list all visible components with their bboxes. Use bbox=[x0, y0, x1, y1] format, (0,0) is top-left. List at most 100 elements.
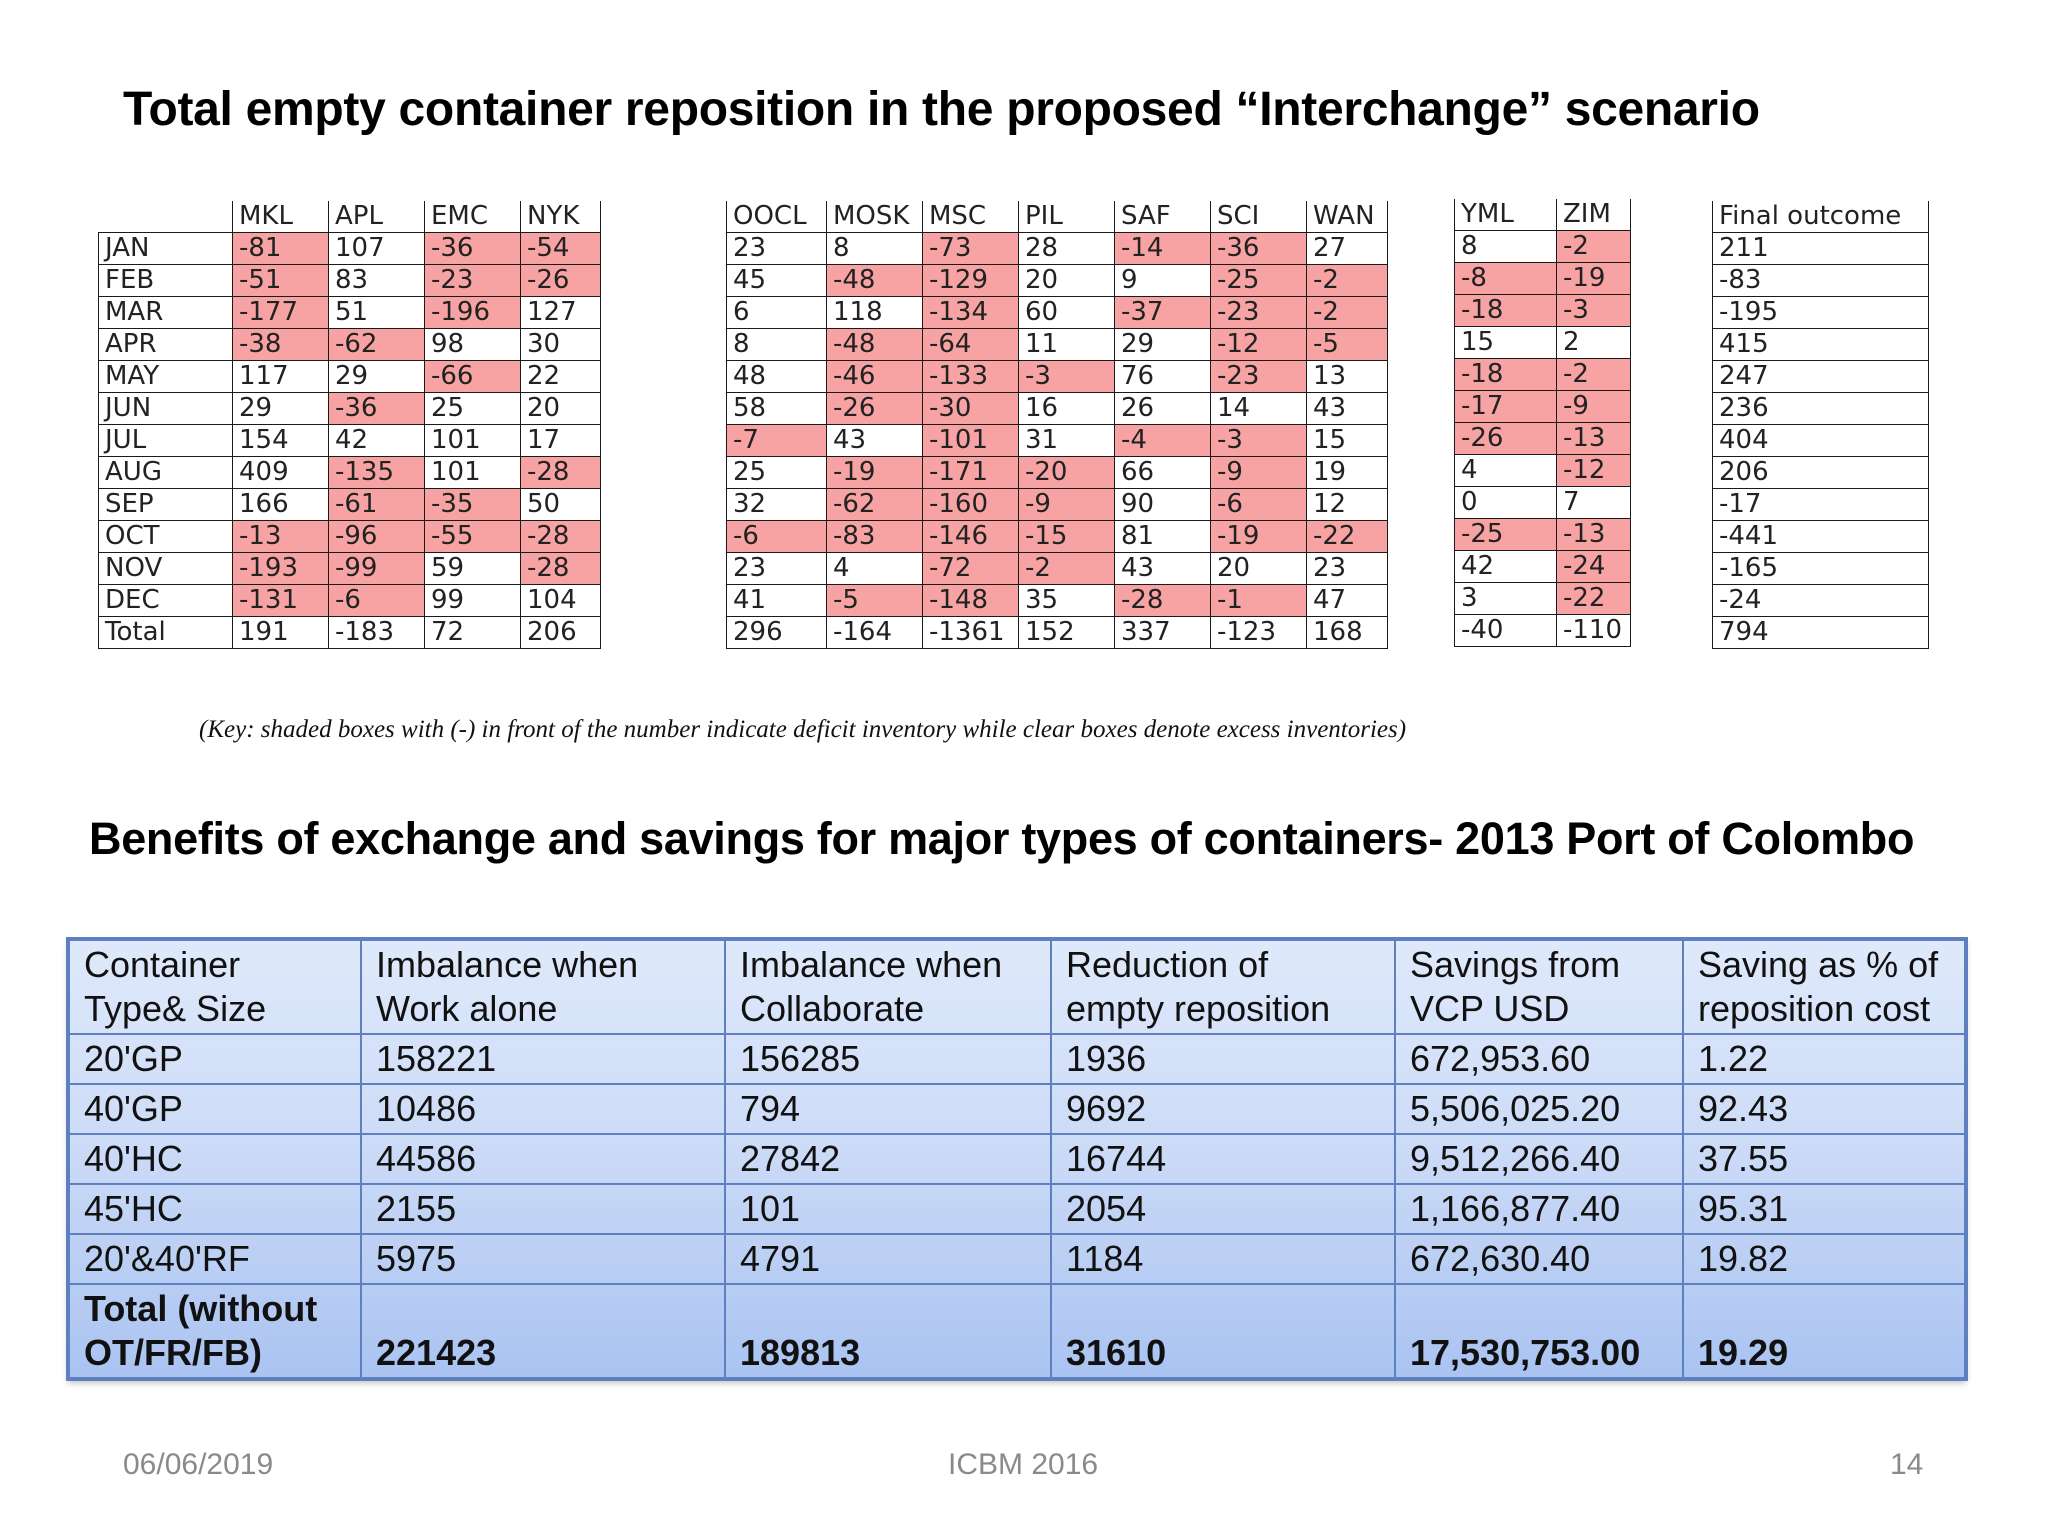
table-row: 211 bbox=[1712, 232, 1929, 265]
table-row: 3 -22 bbox=[1454, 582, 1631, 615]
value-cell: 76 bbox=[1114, 360, 1211, 393]
value-cell: -123 bbox=[1210, 616, 1307, 649]
value-cell: 206 bbox=[1712, 456, 1929, 489]
value-cell: 23 bbox=[1306, 552, 1388, 585]
spacer bbox=[601, 329, 608, 361]
column-header: PIL bbox=[1018, 201, 1115, 233]
table-row: APR -38 -62 98 30 bbox=[98, 328, 608, 361]
value-cell: -1 bbox=[1210, 584, 1307, 617]
value-cell: 29 bbox=[232, 392, 329, 425]
table-row: 247 bbox=[1712, 360, 1929, 393]
column-header: NYK bbox=[520, 201, 601, 233]
table-row: MAR -177 51 -196 127 bbox=[98, 296, 608, 329]
value-cell: -9 bbox=[1210, 456, 1307, 489]
spacer bbox=[601, 521, 608, 553]
value-cell: 90 bbox=[1114, 488, 1211, 521]
month-label: Total bbox=[98, 616, 233, 649]
value-cell: 45 bbox=[726, 264, 827, 297]
value-cell: -12 bbox=[1556, 454, 1631, 487]
value-cell: -6 bbox=[328, 584, 425, 617]
value-cell: 101 bbox=[424, 424, 521, 457]
footer-date: 06/06/2019 bbox=[123, 1448, 274, 1481]
table-row: -18 -2 bbox=[1454, 358, 1631, 391]
table-row: 8 -48 -64 11 29 -12 -5 bbox=[726, 328, 1388, 361]
value-cell: 28 bbox=[1018, 232, 1115, 265]
total-value: 189813 bbox=[724, 1283, 1052, 1379]
value-cell: -40 bbox=[1454, 614, 1557, 647]
value-cell: -160 bbox=[922, 488, 1019, 521]
value-cell: 19 bbox=[1306, 456, 1388, 489]
value-cell: 32 bbox=[726, 488, 827, 521]
container-type: 40'HC bbox=[68, 1133, 362, 1185]
benefits-value: 794 bbox=[724, 1083, 1052, 1135]
benefits-value: 4791 bbox=[724, 1233, 1052, 1285]
value-cell: -36 bbox=[1210, 232, 1307, 265]
table-row: SEP 166 -61 -35 50 bbox=[98, 488, 608, 521]
header-line: Type& Size bbox=[84, 988, 267, 1029]
table-row: -165 bbox=[1712, 552, 1929, 585]
table-row: DEC -131 -6 99 104 bbox=[98, 584, 608, 617]
value-cell: -19 bbox=[1210, 520, 1307, 553]
value-cell: 0 bbox=[1454, 486, 1557, 519]
value-cell: 59 bbox=[424, 552, 521, 585]
value-cell: 11 bbox=[1018, 328, 1115, 361]
value-cell: -13 bbox=[1556, 422, 1631, 455]
container-type: 45'HC bbox=[68, 1183, 362, 1235]
value-cell: -46 bbox=[826, 360, 923, 393]
value-cell: 15 bbox=[1306, 424, 1388, 457]
header-line: reposition cost bbox=[1698, 988, 1931, 1029]
value-cell: -4 bbox=[1114, 424, 1211, 457]
value-cell: -38 bbox=[232, 328, 329, 361]
table-row: OCT -13 -96 -55 -28 bbox=[98, 520, 608, 553]
value-cell: -8 bbox=[1454, 262, 1557, 295]
header-line: Imbalance when bbox=[376, 944, 639, 985]
table-row: -441 bbox=[1712, 520, 1929, 553]
value-cell: 118 bbox=[826, 296, 923, 329]
month-label: MAR bbox=[98, 296, 233, 329]
spacer bbox=[601, 233, 608, 265]
value-cell: -28 bbox=[520, 552, 601, 585]
value-cell: 236 bbox=[1712, 392, 1929, 425]
table-row: -7 43 -101 31 -4 -3 15 bbox=[726, 424, 1388, 457]
column-header: SAF bbox=[1114, 201, 1211, 233]
benefits-value: 2155 bbox=[360, 1183, 726, 1235]
table-row: 236 bbox=[1712, 392, 1929, 425]
value-cell: -48 bbox=[826, 328, 923, 361]
value-cell: 337 bbox=[1114, 616, 1211, 649]
spacer bbox=[601, 201, 608, 233]
value-cell: -48 bbox=[826, 264, 923, 297]
header-line: Imbalance when bbox=[740, 944, 1003, 985]
value-cell: 25 bbox=[424, 392, 521, 425]
value-cell: 29 bbox=[328, 360, 425, 393]
value-cell: -17 bbox=[1454, 390, 1557, 423]
benefits-value: 95.31 bbox=[1682, 1183, 1966, 1235]
month-label: OCT bbox=[98, 520, 233, 553]
table-row: 8 -2 bbox=[1454, 230, 1631, 263]
header-line: Work alone bbox=[376, 988, 558, 1029]
value-cell: 127 bbox=[520, 296, 601, 329]
value-cell: 47 bbox=[1306, 584, 1388, 617]
value-cell: -19 bbox=[1556, 262, 1631, 295]
benefits-value: 1.22 bbox=[1682, 1033, 1966, 1085]
value-cell: -35 bbox=[424, 488, 521, 521]
value-cell: 104 bbox=[520, 584, 601, 617]
value-cell: -54 bbox=[520, 232, 601, 265]
table-row: 42 -24 bbox=[1454, 550, 1631, 583]
benefits-value: 1936 bbox=[1050, 1033, 1396, 1085]
value-cell: 4 bbox=[826, 552, 923, 585]
value-cell: 14 bbox=[1210, 392, 1307, 425]
header-line: Reduction of bbox=[1066, 944, 1269, 985]
header-line: empty reposition bbox=[1066, 988, 1331, 1029]
value-cell: 20 bbox=[1210, 552, 1307, 585]
value-cell: 206 bbox=[520, 616, 601, 649]
table-row: 25 -19 -171 -20 66 -9 19 bbox=[726, 456, 1388, 489]
value-cell: 7 bbox=[1556, 486, 1631, 519]
value-cell: -28 bbox=[1114, 584, 1211, 617]
value-cell: -9 bbox=[1556, 390, 1631, 423]
value-cell: -129 bbox=[922, 264, 1019, 297]
value-cell: -24 bbox=[1556, 550, 1631, 583]
column-header: WAN bbox=[1306, 201, 1388, 233]
benefits-value: 5,506,025.20 bbox=[1394, 1083, 1684, 1135]
value-cell: 50 bbox=[520, 488, 601, 521]
value-cell: 247 bbox=[1712, 360, 1929, 393]
